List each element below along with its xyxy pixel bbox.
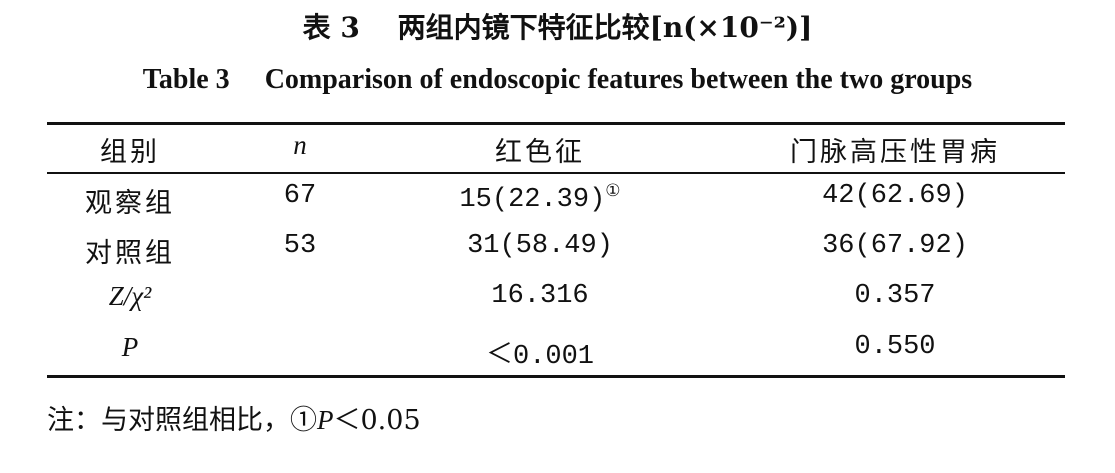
bottom-rule bbox=[47, 375, 1065, 378]
column-header: n bbox=[293, 130, 307, 160]
title-label: 表 3 bbox=[302, 11, 360, 44]
title-text: 两组内镜下特征比较 bbox=[397, 11, 650, 44]
table-cell: 67 bbox=[283, 181, 317, 211]
column-header: 红色征 bbox=[495, 137, 585, 168]
stat-value: 16.316 bbox=[491, 281, 589, 311]
title-unit: [n(×10⁻²)] bbox=[649, 11, 813, 44]
table-cell: 观察组 bbox=[85, 188, 175, 219]
header-rule bbox=[47, 172, 1065, 174]
stat-label: Z/χ² bbox=[108, 281, 152, 311]
table-note: 注：与对照组相比，①P＜0.05 bbox=[47, 398, 421, 437]
column-header: 门脉高压性胃病 bbox=[790, 137, 1000, 168]
title-label-en: Table 3 bbox=[142, 64, 230, 95]
table-cell: 36(67.92) bbox=[822, 231, 968, 261]
table-cell: 42(62.69) bbox=[822, 181, 968, 211]
table-title: 表 3 两组内镜下特征比较[n(×10⁻²)] bbox=[0, 6, 1115, 46]
note-text: 注：与对照组相比，① bbox=[47, 405, 317, 436]
stat-value: ＜0.001 bbox=[485, 342, 595, 372]
title-text-en: Comparison of endoscopic features betwee… bbox=[264, 64, 973, 95]
column-header: 组别 bbox=[100, 137, 160, 168]
footnote-mark: ① bbox=[605, 183, 621, 202]
stat-value: 0.550 bbox=[854, 332, 936, 362]
note-p: P bbox=[317, 405, 334, 435]
table-cell: 31(58.49) bbox=[467, 231, 613, 261]
top-rule bbox=[47, 122, 1065, 125]
stat-value: 0.357 bbox=[854, 281, 936, 311]
note-rest: ＜0.05 bbox=[333, 405, 421, 436]
stat-label: P bbox=[121, 332, 139, 362]
table-cell: 15(22.39)① bbox=[459, 183, 621, 215]
table-title-en: Table 3 Comparison of endoscopic feature… bbox=[0, 64, 1115, 96]
table-cell: 对照组 bbox=[85, 238, 175, 269]
table-cell: 53 bbox=[283, 231, 317, 261]
